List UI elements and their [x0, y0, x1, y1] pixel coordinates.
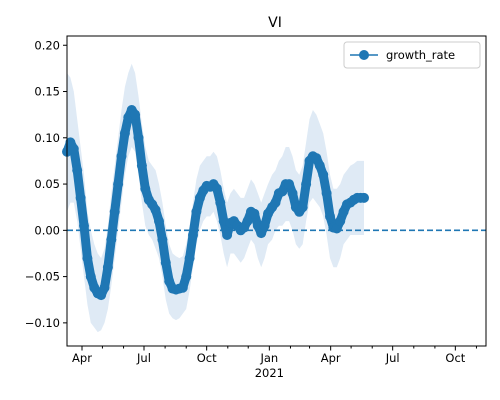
data-point	[270, 197, 281, 208]
data-point	[102, 262, 113, 273]
y-tick-label: −0.05	[25, 270, 60, 284]
y-tick-label: 0.00	[34, 223, 60, 237]
data-point	[85, 271, 96, 282]
data-point	[211, 183, 222, 194]
data-point	[242, 216, 253, 227]
data-point	[109, 206, 120, 217]
data-point	[130, 109, 141, 120]
data-point	[181, 271, 192, 282]
data-point	[150, 205, 161, 215]
y-tick-label: 0.15	[34, 85, 60, 99]
data-point	[133, 132, 144, 143]
data-point	[284, 179, 295, 190]
series-layer	[62, 105, 369, 301]
data-point	[177, 282, 188, 293]
data-point	[160, 257, 171, 268]
data-point	[79, 220, 89, 231]
x-tick-label: Jul	[385, 351, 400, 365]
data-point	[301, 179, 312, 190]
legend: growth_rate	[343, 41, 481, 69]
data-point	[335, 216, 346, 227]
data-point	[321, 188, 332, 199]
data-point	[106, 234, 117, 245]
data-point	[82, 253, 93, 264]
legend-marker-swatch	[359, 50, 369, 60]
data-point	[188, 230, 198, 240]
data-point	[191, 206, 202, 217]
data-point	[249, 208, 260, 219]
axes: −0.10 −0.05 0.00 0.05 0.10 0.15 0.20 Apr Jul Oct J…	[25, 35, 487, 380]
x-tick-label: Oct	[445, 351, 465, 365]
data-point	[68, 143, 79, 154]
data-point	[99, 282, 110, 293]
data-point	[222, 230, 233, 240]
data-point	[297, 202, 308, 213]
y-tick-label: −0.10	[25, 316, 60, 330]
x-tick-label: Jul	[136, 351, 151, 365]
data-point	[259, 220, 270, 231]
y-tick-label: 0.05	[34, 177, 60, 191]
data-point	[184, 253, 195, 264]
data-point	[314, 160, 325, 171]
data-point	[119, 128, 130, 139]
plot-frame	[66, 35, 487, 347]
x-tick-label: Jan	[259, 351, 278, 365]
data-point	[140, 183, 151, 194]
data-point	[113, 179, 124, 190]
data-point	[72, 165, 83, 176]
data-point	[136, 160, 147, 171]
x-tick-label: Apr	[321, 351, 341, 365]
data-point	[318, 169, 329, 180]
data-point	[75, 192, 86, 203]
data-point	[359, 192, 369, 203]
data-point	[311, 153, 322, 164]
x-tick-year-label: 2021	[255, 366, 284, 380]
chart-title: VI	[268, 15, 282, 31]
data-point	[154, 216, 164, 227]
data-point	[157, 234, 168, 245]
data-point	[325, 211, 335, 222]
data-point	[287, 188, 298, 199]
x-tick-label: Apr	[72, 351, 92, 365]
y-tick-label: 0.20	[34, 38, 60, 52]
data-point	[116, 151, 127, 162]
x-tick-label: Oct	[197, 351, 217, 365]
data-point	[215, 197, 226, 208]
legend-box	[343, 41, 481, 69]
legend-label: growth_rate	[386, 48, 455, 62]
y-tick-label: 0.10	[34, 131, 60, 145]
